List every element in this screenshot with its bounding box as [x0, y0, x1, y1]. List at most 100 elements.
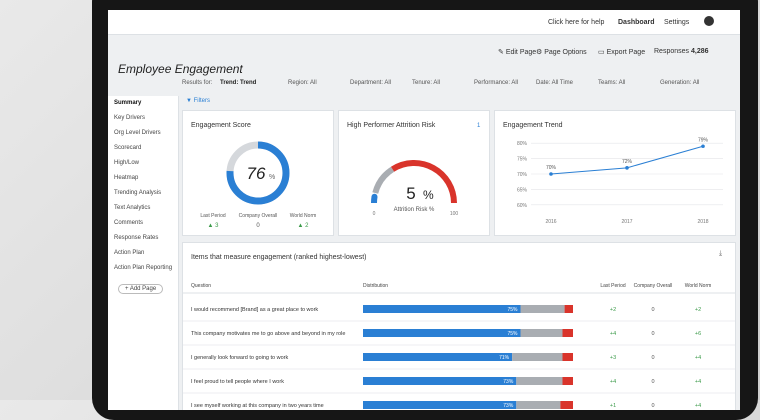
comparison-cell: +4: [610, 379, 616, 385]
sidebar-item[interactable]: Action Plan Reporting: [114, 265, 172, 271]
y-tick-label: 80%: [517, 141, 528, 147]
filter-badge: 1: [477, 123, 481, 129]
point-label: 72%: [622, 159, 633, 165]
sidebar-item[interactable]: Text Analytics: [114, 205, 150, 211]
comparison-label: Company Overall: [239, 213, 278, 219]
distribution-label: 75%: [507, 331, 518, 337]
comparison-cell: +4: [695, 355, 701, 361]
nav-link[interactable]: Dashboard: [618, 19, 655, 26]
comparison-cell: +2: [695, 307, 701, 313]
laptop-bezel: Click here for help Dashboard Settings ✎…: [92, 0, 758, 420]
filter-dropdown[interactable]: Region: All: [288, 80, 317, 86]
sidebar-item[interactable]: High/Low: [114, 160, 139, 166]
comparison-cell: +4: [610, 331, 616, 337]
sidebar-item[interactable]: Response Rates: [114, 235, 158, 241]
help-link[interactable]: Click here for help: [548, 19, 604, 26]
sidebar-item[interactable]: Trending Analysis: [114, 190, 161, 196]
column-header: Company Overall: [634, 283, 673, 289]
distribution-label: 75%: [507, 307, 518, 313]
distribution-segment: [563, 377, 574, 385]
responses: Responses 4,286: [654, 48, 709, 55]
filter-dropdown[interactable]: Department: All: [350, 80, 391, 86]
items-table: Items that measure engagement (ranked hi…: [182, 242, 736, 410]
filter-dropdown[interactable]: Date: All Time: [536, 80, 573, 86]
filter-dropdown[interactable]: Performance: All: [474, 80, 518, 86]
question: I generally look forward to going to wor…: [191, 355, 288, 361]
page-title: Employee Engagement: [118, 62, 243, 76]
page: {"topbar":{"help":"Click here for help",…: [0, 0, 760, 400]
question: I feel proud to tell people where I work: [191, 379, 284, 385]
filters-toggle[interactable]: ▼ Filters: [186, 98, 210, 104]
column-header: Last Period: [600, 283, 626, 289]
comparison-cell: +1: [610, 403, 616, 409]
filter-dropdown[interactable]: Tenure: All: [412, 80, 440, 86]
score-value: 76: [247, 164, 266, 183]
sidebar-item[interactable]: Scorecard: [114, 145, 141, 151]
user-icon[interactable]: [704, 16, 714, 26]
items-table-svg: Items that measure engagement (ranked hi…: [183, 243, 735, 410]
comparison-cell: 0: [651, 331, 654, 337]
action-label: Export Page: [607, 49, 646, 56]
x-tick-label: 2018: [697, 219, 708, 225]
sidebar-item[interactable]: Org Level Drivers: [114, 130, 161, 136]
toggle-label: Filters: [194, 98, 210, 104]
filter-dropdown[interactable]: Generation: All: [660, 80, 699, 86]
distribution-label: 73%: [503, 379, 514, 385]
gauge-zone: [375, 169, 392, 193]
x-tick-label: 2016: [545, 219, 556, 225]
question: This company motivates me to go above an…: [191, 331, 345, 337]
comparison-cell: +4: [695, 379, 701, 385]
comparison-label: World Norm: [290, 213, 317, 219]
nav-link[interactable]: Settings: [664, 19, 689, 26]
distribution-segment: [363, 305, 521, 313]
action-label: Edit Page: [506, 49, 536, 56]
toolbar-action[interactable]: ⚙ Page Options: [536, 48, 587, 56]
sidebar-item[interactable]: Heatmap: [114, 175, 138, 181]
point-label: 79%: [698, 137, 709, 143]
comparison-cell: +6: [695, 331, 701, 337]
distribution-segment: [521, 329, 563, 337]
column-header: World Norm: [685, 283, 712, 289]
distribution-segment: [512, 353, 562, 361]
distribution-segment: [565, 305, 573, 313]
distribution-segment: [560, 401, 573, 409]
toolbar-action[interactable]: ✎ Edit Page: [498, 48, 536, 56]
toolbar-action[interactable]: ▭ Export Page: [598, 48, 645, 56]
distribution-segment: [521, 305, 565, 313]
trend-chart: Engagement Trend60%65%70%75%80%70%201672…: [495, 111, 735, 235]
comparison-cell: 0: [651, 403, 654, 409]
sidebar-item[interactable]: Summary: [114, 100, 141, 106]
gauge-label: Attrition Risk %: [394, 207, 435, 213]
comparison-value: ▲ 3: [208, 223, 220, 229]
x-tick-label: 2017: [621, 219, 632, 225]
comparison-cell: +2: [610, 307, 616, 313]
add-page-button[interactable]: + Add Page: [118, 284, 163, 294]
screen: Click here for help Dashboard Settings ✎…: [108, 10, 740, 410]
card-title: Engagement Trend: [503, 122, 563, 129]
y-tick-label: 65%: [517, 187, 528, 193]
sidebar-item[interactable]: Action Plan: [114, 250, 144, 256]
sidebar-item[interactable]: Key Drivers: [114, 115, 145, 121]
comparison-label: Last Period: [200, 213, 226, 219]
y-tick-label: 75%: [517, 157, 528, 163]
action-label: Page Options: [544, 49, 586, 56]
sidebar: Summary Key Drivers Org Level Drivers Score…: [108, 96, 179, 410]
y-tick-label: 70%: [517, 172, 528, 178]
distribution-segment: [363, 377, 516, 385]
responses-label: Responses: [654, 48, 689, 55]
trend-point: [549, 172, 553, 176]
filter-dropdown[interactable]: Teams: All: [598, 80, 625, 86]
trend-filter[interactable]: Trend: Trend: [220, 80, 256, 86]
comparison-cell: +4: [695, 403, 701, 409]
download-icon[interactable]: ⤓: [719, 250, 722, 257]
comparison-value: ▲ 2: [298, 223, 310, 229]
distribution-segment: [363, 401, 516, 409]
distribution-label: 71%: [499, 355, 510, 361]
distribution-segment: [363, 329, 521, 337]
sidebar-item[interactable]: Comments: [114, 220, 143, 226]
trend-point: [701, 144, 705, 148]
y-tick-label: 60%: [517, 203, 528, 209]
card-title: Engagement Score: [191, 122, 251, 129]
